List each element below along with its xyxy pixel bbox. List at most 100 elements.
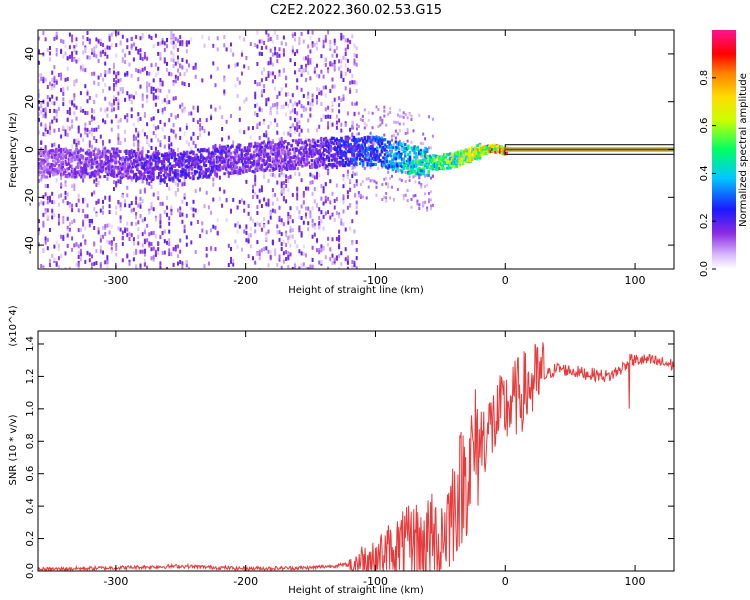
spectrogram-ridge-cell [139, 173, 142, 177]
spectrogram-ridge-cell [481, 146, 485, 150]
spectrogram-ridge-cell [284, 166, 287, 170]
spectrogram-ridge-cell [404, 152, 407, 156]
spectrogram-ridge-cell [78, 158, 81, 162]
spectrogram-cell [110, 242, 113, 247]
spectrogram-cell [285, 101, 288, 106]
spectrogram-cell [60, 72, 63, 77]
spectrogram-cell [199, 132, 202, 137]
spectrogram-ridge-cell [181, 158, 184, 162]
spectrogram-cell [316, 46, 318, 51]
spectrogram-ridge-cell [164, 157, 167, 160]
spectrogram-cell [64, 77, 67, 82]
spectrogram-ridge-cell [234, 160, 237, 164]
spectrogram-cell [296, 192, 299, 197]
spectrogram-ridge-cell [196, 176, 200, 180]
spectrogram-cell [154, 33, 157, 38]
spectrogram-cell [335, 236, 338, 241]
spectrogram-cell [49, 57, 51, 62]
spectrogram-cell [172, 45, 175, 50]
spectrogram-ridge-cell [55, 172, 58, 176]
spectrogram-ridge-cell [44, 155, 47, 159]
spectrogram-cell [53, 116, 56, 121]
spectrogram-ridge-cell [73, 158, 77, 162]
spectrogram-ridge-cell [444, 162, 447, 165]
spectrogram-cell [227, 64, 230, 69]
spectrogram-cell [88, 140, 91, 145]
spectrogram-ridge-cell [372, 152, 376, 156]
spectrogram-cell [267, 61, 270, 66]
spectrogram-cell [170, 57, 173, 62]
spectrogram-ridge-cell [324, 148, 328, 152]
spectrogram-cell [276, 149, 279, 154]
spectrogram-cell [163, 135, 166, 140]
spectrogram-cell [113, 30, 115, 35]
spectrogram-cell [40, 103, 43, 108]
spectrogram-cell [163, 47, 166, 52]
spectrogram-cell [398, 139, 401, 143]
spectrogram-cell [298, 210, 301, 215]
spectrogram-ridge-cell [207, 167, 211, 171]
spectrogram-cell [97, 162, 100, 167]
spectrogram-cell [66, 229, 69, 234]
spectrogram-ridge-cell [304, 151, 307, 155]
spectrogram-cell [82, 234, 85, 239]
spectrogram-cell [132, 237, 135, 242]
spectrogram-ridge-cell [390, 165, 393, 169]
spectrogram-cell [210, 246, 213, 251]
spectrogram-ridge-cell [232, 158, 236, 162]
spectrogram-ridge-cell [382, 145, 385, 149]
spectrogram-cell [64, 183, 67, 188]
spectrogram-ridge-cell [346, 138, 349, 142]
spectrogram-ridge-cell [59, 169, 63, 173]
spectrogram-ridge-cell [187, 156, 190, 160]
spectrogram-ridge-cell [114, 161, 117, 165]
spectrogram-cell [387, 170, 390, 174]
spectrogram-ridge-cell [455, 154, 458, 158]
spectrogram-cell [146, 71, 149, 76]
spectrogram-ridge-cell [157, 171, 161, 175]
spectrogram-ridge-cell [405, 147, 409, 151]
spectrogram-ridge-cell [365, 147, 368, 151]
spectrogram-cell [269, 71, 272, 76]
spectrogram-ridge-cell [173, 164, 176, 168]
spectrogram-cell [357, 132, 360, 136]
spectrogram-cell [183, 224, 186, 229]
spectrogram-ridge-cell [119, 157, 122, 161]
spectrogram-cell [289, 58, 292, 63]
spectrogram-cell [353, 229, 356, 234]
spectrogram-ridge-cell [436, 162, 440, 166]
spectrogram-cell [258, 188, 261, 193]
spectrogram-ridge-cell [246, 152, 250, 156]
spectrogram-ridge-cell [279, 166, 282, 170]
spectrogram-ridge-cell [327, 156, 331, 160]
spectrogram-ridge-cell [204, 168, 208, 172]
spectrogram-cell [381, 183, 384, 187]
spectrogram-cell [66, 243, 69, 248]
spectrogram-cell [117, 31, 120, 36]
spectrogram-ridge-cell [267, 156, 270, 160]
spectrogram-cell [280, 87, 283, 92]
spectrogram-cell [241, 198, 243, 203]
spectrogram-cell [230, 247, 232, 251]
spectrogram-cell [86, 148, 89, 153]
spectrogram-cell [236, 94, 239, 98]
spectrogram-cell [141, 128, 144, 133]
spectrogram-cell [344, 47, 347, 52]
spectrogram-ridge-cell [228, 158, 231, 162]
spectrogram-cell [38, 117, 40, 122]
spectrogram-cell [338, 214, 341, 219]
spectrogram-cell [256, 62, 259, 66]
spectrogram-cell [398, 122, 401, 126]
spectrogram-cell [135, 67, 138, 72]
spectrogram-cell [49, 97, 51, 102]
spectrogram-ridge-cell [372, 162, 376, 166]
spectrogram-ridge-cell [59, 166, 63, 170]
spectrogram-cell [192, 140, 195, 145]
spectrogram-ridge-cell [372, 147, 376, 151]
spectrogram-cell [256, 113, 259, 117]
spectrogram-ridge-cell [281, 157, 284, 161]
spectrogram-cell [338, 66, 341, 71]
spectrogram-cell [379, 123, 382, 127]
spectrogram-ridge-cell [407, 146, 410, 150]
spectrogram-cell [289, 225, 292, 230]
